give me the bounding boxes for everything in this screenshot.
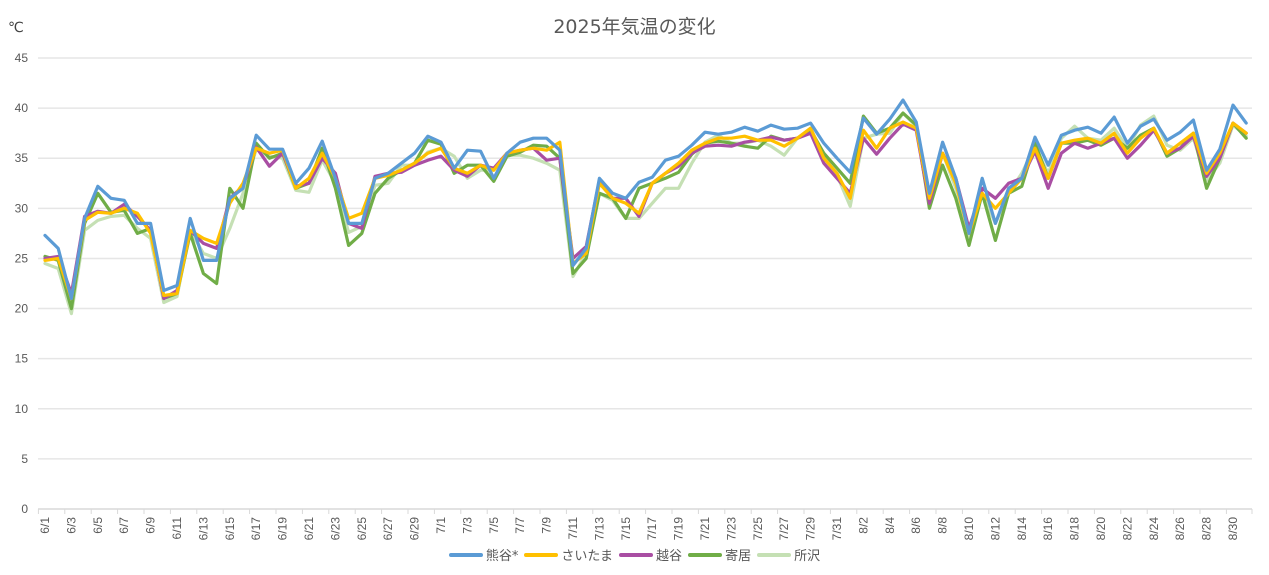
y-axis-ticks: 0 5 10 15 20 25 30 35 40 45 xyxy=(15,51,29,516)
x-tick-label: 7/29 xyxy=(804,517,818,541)
legend-label: 所沢 xyxy=(794,549,821,564)
legend-swatch-saitama xyxy=(524,552,559,557)
y-tick-label: 25 xyxy=(15,251,29,265)
legend-item-tokorozawa: 所沢 xyxy=(757,545,820,564)
x-tick-label: 6/13 xyxy=(196,517,210,541)
x-tick-label: 7/3 xyxy=(460,517,474,534)
x-tick-label: 8/24 xyxy=(1147,517,1161,541)
legend-label: 寄居 xyxy=(725,549,752,564)
legend-swatch-koshigaya xyxy=(619,552,654,557)
x-tick-label: 8/12 xyxy=(988,517,1002,541)
x-tick-label: 7/21 xyxy=(698,517,712,541)
y-axis-unit-label: ℃ xyxy=(8,20,24,36)
x-tick-label: 7/17 xyxy=(645,517,659,541)
legend-label: 熊谷* xyxy=(485,549,519,564)
x-tick-label: 6/27 xyxy=(381,517,395,541)
x-tick-label: 6/9 xyxy=(144,517,158,534)
x-tick-label: 6/19 xyxy=(276,517,290,541)
legend-swatch-tokorozawa xyxy=(757,552,792,557)
x-tick-label: 7/15 xyxy=(619,517,633,541)
x-tick-label: 8/20 xyxy=(1094,517,1108,541)
x-tick-label: 8/26 xyxy=(1173,517,1187,541)
x-tick-label: 8/14 xyxy=(1015,517,1029,541)
x-tick-label: 6/15 xyxy=(223,517,237,541)
x-tick-label: 7/27 xyxy=(777,517,791,541)
x-tick-label: 7/13 xyxy=(592,517,606,541)
legend-label: さいたま xyxy=(561,549,614,564)
x-tick-label: 7/9 xyxy=(540,517,554,534)
x-tick-label: 8/2 xyxy=(856,517,870,534)
legend-item-koshigaya: 越谷 xyxy=(619,545,682,564)
gridlines xyxy=(38,57,1252,510)
legend-item-yorii: 寄居 xyxy=(688,545,751,564)
x-tick-label: 7/11 xyxy=(566,517,580,540)
data-series xyxy=(43,98,1248,316)
series-line xyxy=(43,98,1248,301)
y-tick-label: 30 xyxy=(15,201,29,215)
x-tick-label: 8/16 xyxy=(1041,517,1055,541)
y-tick-label: 20 xyxy=(15,302,29,316)
y-tick-label: 5 xyxy=(21,452,28,466)
x-tick-label: 8/6 xyxy=(909,517,923,534)
legend-swatch-kumagaya xyxy=(448,552,483,557)
x-tick-label: 6/3 xyxy=(64,517,78,534)
x-tick-label: 8/4 xyxy=(883,517,897,534)
x-tick-label: 6/23 xyxy=(328,517,342,541)
x-tick-label: 6/17 xyxy=(249,517,263,541)
x-tick-label: 6/29 xyxy=(408,517,422,541)
x-tick-label: 8/10 xyxy=(962,517,976,541)
x-tick-label: 8/18 xyxy=(1068,517,1082,541)
x-tick-label: 7/25 xyxy=(751,517,765,541)
legend-item-kumagaya: 熊谷* xyxy=(448,545,519,564)
x-tick-label: 6/1 xyxy=(38,517,52,534)
y-tick-label: 35 xyxy=(15,151,29,165)
x-tick-label: 8/30 xyxy=(1226,517,1240,541)
y-tick-label: 45 xyxy=(15,51,29,65)
x-tick-label: 8/28 xyxy=(1200,517,1214,541)
x-tick-label: 6/5 xyxy=(91,517,105,534)
x-tick-label: 7/19 xyxy=(672,517,686,541)
x-tick-label: 7/7 xyxy=(513,517,527,534)
x-tick-label: 8/8 xyxy=(936,517,950,534)
x-tick-label: 6/21 xyxy=(302,517,316,541)
x-axis: 6/1 6/3 6/5 6/7 6/9 6/11 6/13 6/15 6/17 6/19 6/21 6… xyxy=(37,509,1253,541)
y-tick-label: 40 xyxy=(15,101,29,115)
legend-swatch-yorii xyxy=(688,552,723,557)
y-tick-label: 15 xyxy=(15,352,29,366)
x-tick-label: 7/23 xyxy=(724,517,738,541)
x-tick-label: 7/1 xyxy=(434,517,448,534)
x-tick-label: 7/5 xyxy=(487,517,501,534)
legend-label: 越谷 xyxy=(656,549,683,564)
x-tick-label: 6/7 xyxy=(117,517,131,534)
x-tick-label: 8/22 xyxy=(1120,517,1134,541)
x-tick-label: 6/11 xyxy=(170,517,184,540)
x-tick-label: 7/31 xyxy=(830,517,844,541)
y-tick-label: 0 xyxy=(21,502,28,516)
x-tick-label: 6/25 xyxy=(355,517,369,541)
chart-title: 2025年気温の変化 xyxy=(553,16,716,38)
legend: 熊谷* さいたま 越谷 寄居 所沢 xyxy=(0,545,1269,564)
y-tick-label: 10 xyxy=(15,402,29,416)
legend-item-saitama: さいたま xyxy=(524,545,613,564)
